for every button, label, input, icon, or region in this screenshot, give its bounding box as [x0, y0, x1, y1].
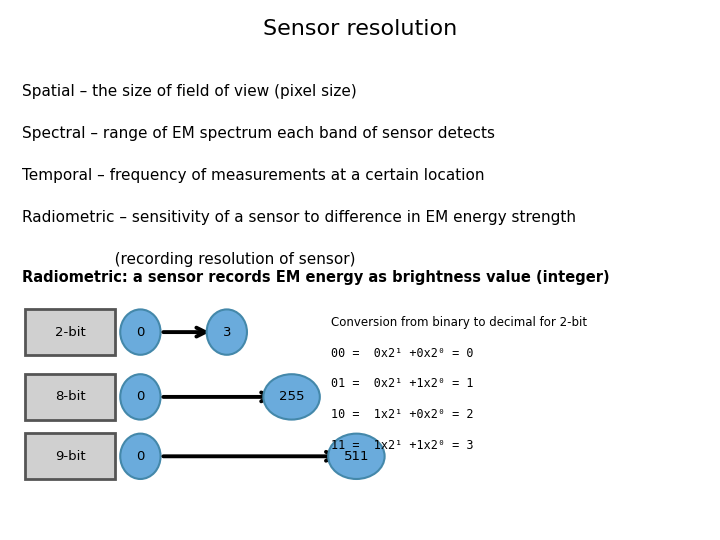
- Text: Radiometric – sensitivity of a sensor to difference in EM energy strength: Radiometric – sensitivity of a sensor to…: [22, 210, 575, 225]
- Text: 00 =  0x2¹ +0x2⁰ = 0: 00 = 0x2¹ +0x2⁰ = 0: [331, 347, 474, 360]
- Text: 11 =  1x2¹ +1x2⁰ = 3: 11 = 1x2¹ +1x2⁰ = 3: [331, 439, 474, 452]
- Text: Temporal – frequency of measurements at a certain location: Temporal – frequency of measurements at …: [22, 168, 484, 183]
- Ellipse shape: [207, 309, 247, 355]
- Text: (recording resolution of sensor): (recording resolution of sensor): [22, 252, 355, 267]
- Text: 0: 0: [136, 390, 145, 403]
- Text: Spatial – the size of field of view (pixel size): Spatial – the size of field of view (pix…: [22, 84, 356, 99]
- Text: 0: 0: [136, 326, 145, 339]
- Text: 01 =  0x2¹ +1x2⁰ = 1: 01 = 0x2¹ +1x2⁰ = 1: [331, 377, 474, 390]
- Text: Conversion from binary to decimal for 2-bit: Conversion from binary to decimal for 2-…: [331, 316, 588, 329]
- Ellipse shape: [120, 309, 161, 355]
- Text: 10 =  1x2¹ +0x2⁰ = 2: 10 = 1x2¹ +0x2⁰ = 2: [331, 408, 474, 421]
- Text: 3: 3: [222, 326, 231, 339]
- Ellipse shape: [120, 434, 161, 479]
- Text: Radiometric: a sensor records EM energy as brightness value (integer): Radiometric: a sensor records EM energy …: [22, 270, 609, 285]
- Text: Spectral – range of EM spectrum each band of sensor detects: Spectral – range of EM spectrum each ban…: [22, 126, 495, 141]
- Text: 511: 511: [343, 450, 369, 463]
- FancyBboxPatch shape: [25, 433, 115, 480]
- Text: 8-bit: 8-bit: [55, 390, 86, 403]
- Ellipse shape: [328, 434, 384, 479]
- Ellipse shape: [120, 374, 161, 420]
- Text: Sensor resolution: Sensor resolution: [263, 19, 457, 39]
- Text: 0: 0: [136, 450, 145, 463]
- Text: 255: 255: [279, 390, 305, 403]
- Ellipse shape: [264, 374, 320, 420]
- FancyBboxPatch shape: [25, 309, 115, 355]
- Text: 2-bit: 2-bit: [55, 326, 86, 339]
- FancyBboxPatch shape: [25, 374, 115, 420]
- Text: 9-bit: 9-bit: [55, 450, 86, 463]
